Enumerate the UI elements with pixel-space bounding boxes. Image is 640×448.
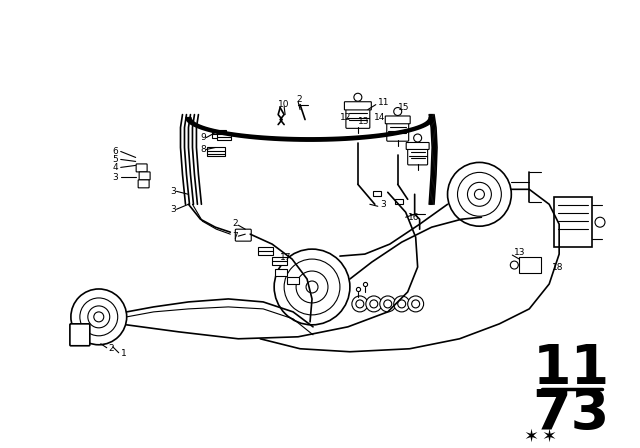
Text: 6: 6 xyxy=(113,147,118,156)
FancyBboxPatch shape xyxy=(387,121,409,141)
Circle shape xyxy=(380,296,396,312)
Circle shape xyxy=(394,108,402,116)
Circle shape xyxy=(394,296,410,312)
FancyBboxPatch shape xyxy=(346,107,370,128)
FancyBboxPatch shape xyxy=(385,116,410,124)
Text: 18: 18 xyxy=(552,263,564,271)
FancyBboxPatch shape xyxy=(236,229,252,241)
Text: 73: 73 xyxy=(532,387,610,440)
Text: 3: 3 xyxy=(170,187,176,196)
Circle shape xyxy=(306,281,318,293)
Text: ✶: ✶ xyxy=(541,427,557,445)
Text: 12: 12 xyxy=(340,113,351,122)
Circle shape xyxy=(71,289,127,345)
Circle shape xyxy=(408,296,424,312)
Bar xyxy=(554,197,592,247)
Bar xyxy=(272,257,287,265)
FancyBboxPatch shape xyxy=(138,180,149,188)
FancyBboxPatch shape xyxy=(136,164,147,172)
Text: 3: 3 xyxy=(113,173,118,182)
Bar xyxy=(519,257,541,273)
Text: 14: 14 xyxy=(374,113,385,122)
Bar xyxy=(207,147,225,156)
Bar xyxy=(275,269,287,276)
FancyBboxPatch shape xyxy=(139,172,150,180)
Bar xyxy=(373,191,381,196)
Circle shape xyxy=(412,300,420,308)
Circle shape xyxy=(296,271,328,303)
Text: 15: 15 xyxy=(397,103,409,112)
Text: 3: 3 xyxy=(380,200,385,209)
Bar xyxy=(395,199,403,204)
Circle shape xyxy=(94,312,104,322)
Text: 17: 17 xyxy=(280,253,292,262)
Circle shape xyxy=(397,300,406,308)
Circle shape xyxy=(467,182,492,206)
Circle shape xyxy=(366,296,382,312)
Circle shape xyxy=(352,296,368,312)
Circle shape xyxy=(458,172,501,216)
Text: 13: 13 xyxy=(515,248,526,257)
Text: 13: 13 xyxy=(358,117,369,126)
Text: 11: 11 xyxy=(378,98,389,107)
Circle shape xyxy=(595,217,605,227)
Circle shape xyxy=(370,300,378,308)
Text: ✶: ✶ xyxy=(524,427,539,445)
Circle shape xyxy=(88,306,109,328)
FancyBboxPatch shape xyxy=(408,146,428,165)
FancyBboxPatch shape xyxy=(406,142,429,150)
Text: 7: 7 xyxy=(232,232,238,241)
Circle shape xyxy=(356,300,364,308)
Circle shape xyxy=(354,93,362,101)
Bar xyxy=(258,247,273,255)
Bar xyxy=(287,277,299,284)
Text: 5: 5 xyxy=(113,155,118,164)
Bar xyxy=(218,133,231,141)
Text: 10: 10 xyxy=(278,100,290,109)
Circle shape xyxy=(274,249,350,325)
Circle shape xyxy=(510,261,518,269)
Circle shape xyxy=(80,298,118,336)
Text: 8: 8 xyxy=(200,145,206,154)
Bar xyxy=(212,129,227,138)
Text: 16: 16 xyxy=(408,213,419,222)
Text: 2: 2 xyxy=(109,344,115,353)
Circle shape xyxy=(413,134,422,142)
Text: 2: 2 xyxy=(296,95,301,104)
Text: 2: 2 xyxy=(232,219,238,228)
Text: 11: 11 xyxy=(532,342,610,396)
Circle shape xyxy=(384,300,392,308)
FancyBboxPatch shape xyxy=(344,102,371,110)
Text: 4: 4 xyxy=(113,163,118,172)
Text: 1: 1 xyxy=(121,349,127,358)
Text: 3: 3 xyxy=(170,205,176,214)
Text: 9: 9 xyxy=(200,133,206,142)
Circle shape xyxy=(474,190,484,199)
Circle shape xyxy=(284,259,340,315)
FancyBboxPatch shape xyxy=(70,324,90,346)
Circle shape xyxy=(447,163,511,226)
